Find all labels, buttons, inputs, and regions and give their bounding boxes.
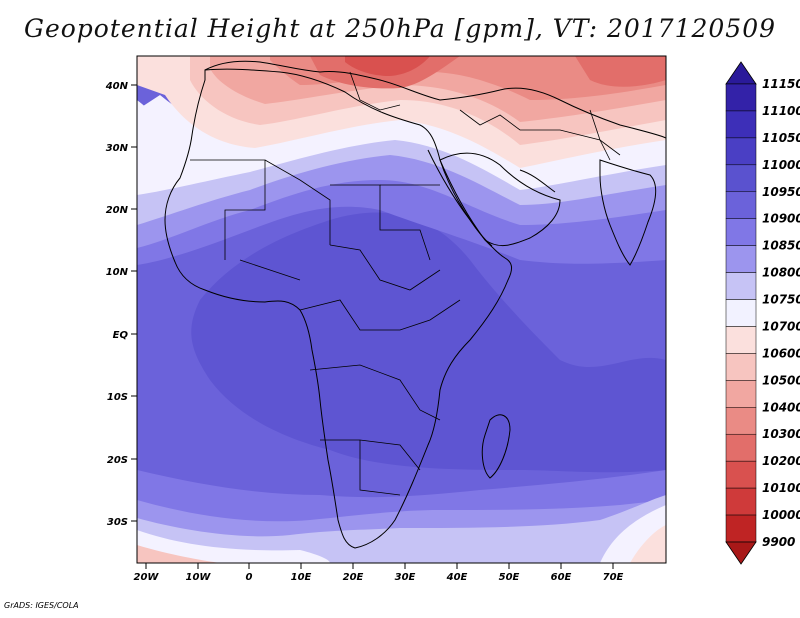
lon-label: 50E — [499, 572, 520, 583]
lat-axis: 40N 30N 20N 10N EQ 10S 20S 30S — [105, 81, 137, 528]
colorbar: 11150 11100 11050 11000 10950 10900 10850 10800… — [725, 61, 800, 565]
colorbar-label: 10400 — [762, 400, 800, 414]
lat-label: 10N — [106, 267, 129, 278]
lat-label: 20S — [107, 455, 128, 466]
colorbar-label: 11050 — [762, 131, 800, 145]
field-10700 — [137, 95, 666, 195]
colorbar-cell — [725, 433, 757, 462]
lon-label: 10E — [291, 572, 312, 583]
field-south-10600 — [630, 525, 666, 563]
border-algeria-mali — [264, 159, 331, 245]
colorbar-cell — [725, 245, 757, 273]
madagascar-outline — [481, 414, 511, 479]
colorbar-label: 10700 — [762, 319, 800, 333]
field-10850 — [137, 136, 666, 265]
lon-label: 20W — [134, 572, 160, 583]
europe-coast — [204, 60, 501, 101]
colorbar-label: 10850 — [762, 239, 800, 253]
colorbar-top-arrow — [725, 61, 757, 85]
border-libya-chad — [330, 184, 431, 261]
lon-label: 10W — [186, 572, 212, 583]
lon-label: 70E — [603, 572, 624, 583]
colorbar-label: 10600 — [762, 346, 800, 360]
border-south — [320, 439, 421, 471]
colorbar-cell — [725, 460, 757, 489]
field-10800 — [137, 121, 666, 248]
colorbar-cell — [725, 218, 757, 246]
border-balkans — [349, 71, 401, 111]
colorbar-label: 10750 — [762, 293, 800, 307]
border-namibia — [359, 440, 401, 496]
lat-label: 10S — [107, 392, 128, 403]
colorbar-cell — [725, 487, 757, 516]
coastlines — [164, 60, 666, 549]
colorbar-label: 10900 — [762, 212, 800, 226]
colorbar-label: 10200 — [762, 454, 800, 468]
lat-label: 20N — [106, 205, 129, 216]
colorbar-cell — [725, 83, 757, 112]
border-afghanistan — [589, 109, 611, 161]
colorbar-cell — [725, 272, 757, 300]
colorbar-cell — [725, 164, 757, 193]
colorbar-label: 10000 — [762, 508, 800, 522]
asia-coast — [499, 87, 666, 139]
india-outline — [599, 159, 657, 266]
colorbar-cells — [725, 83, 757, 543]
colorbar-label: 11150 — [762, 77, 800, 91]
colorbar-cell — [725, 110, 757, 139]
field-south-10500 — [137, 545, 220, 563]
field-10200-b — [575, 56, 666, 87]
field-west-10700 — [137, 100, 165, 155]
colorbar-label: 11000 — [762, 158, 800, 172]
field-10750 — [137, 106, 666, 225]
border-equator — [299, 299, 461, 331]
border-west-sahara — [190, 159, 266, 260]
colorbar-label: 10100 — [762, 481, 800, 495]
field-south-10750 — [137, 495, 666, 563]
colorbar-label: 9900 — [762, 535, 795, 549]
colorbar-cell — [725, 191, 757, 219]
field-10950 — [191, 212, 666, 473]
colorbar-bottom-arrow — [725, 541, 757, 565]
lon-label: 30E — [395, 572, 416, 583]
colorbar-cell — [725, 299, 757, 327]
field-10100 — [345, 56, 430, 76]
chart-title: Geopotential Height at 250hPa [gpm], VT:… — [23, 14, 777, 43]
contour-field — [137, 56, 666, 563]
africa-outline — [164, 68, 513, 549]
colorbar-label: 10800 — [762, 266, 800, 280]
colorbar-cell — [725, 353, 757, 381]
colorbar-label: 11100 — [762, 104, 800, 118]
credit-text: GrADS: IGES/COLA — [4, 601, 79, 610]
lat-label: EQ — [113, 330, 129, 341]
lat-label: 30N — [106, 143, 129, 154]
border-central — [329, 244, 441, 291]
gulf-coast — [519, 169, 556, 193]
colorbar-label: 10500 — [762, 373, 800, 387]
plot-frame — [136, 55, 667, 564]
borders — [190, 71, 621, 496]
colorbar-cell — [725, 514, 757, 543]
arabia-outline — [439, 152, 561, 247]
colorbar-labels: 11150 11100 11050 11000 10950 10900 10850 10800… — [762, 77, 800, 549]
lat-label: 40N — [105, 81, 129, 92]
border-south-central — [309, 364, 441, 421]
lon-label: 60E — [551, 572, 572, 583]
colorbar-cell — [725, 137, 757, 166]
colorbar-label: 10950 — [762, 185, 800, 199]
colorbar-cell — [725, 380, 757, 408]
colorbar-cell — [725, 326, 757, 354]
lat-label: 30S — [107, 517, 128, 528]
colorbar-label: 10300 — [762, 427, 800, 441]
field-south-10700-a — [137, 530, 330, 563]
lon-label: 0 — [246, 572, 253, 583]
lon-axis: 20W 10W 0 10E 20E 30E 40E 50E 60E 70E — [134, 563, 624, 583]
red-sea-coast — [427, 149, 493, 247]
lon-label: 40E — [446, 572, 468, 583]
lon-label: 20E — [343, 572, 364, 583]
border-west-africa — [239, 259, 301, 281]
colorbar-cell — [725, 407, 757, 435]
